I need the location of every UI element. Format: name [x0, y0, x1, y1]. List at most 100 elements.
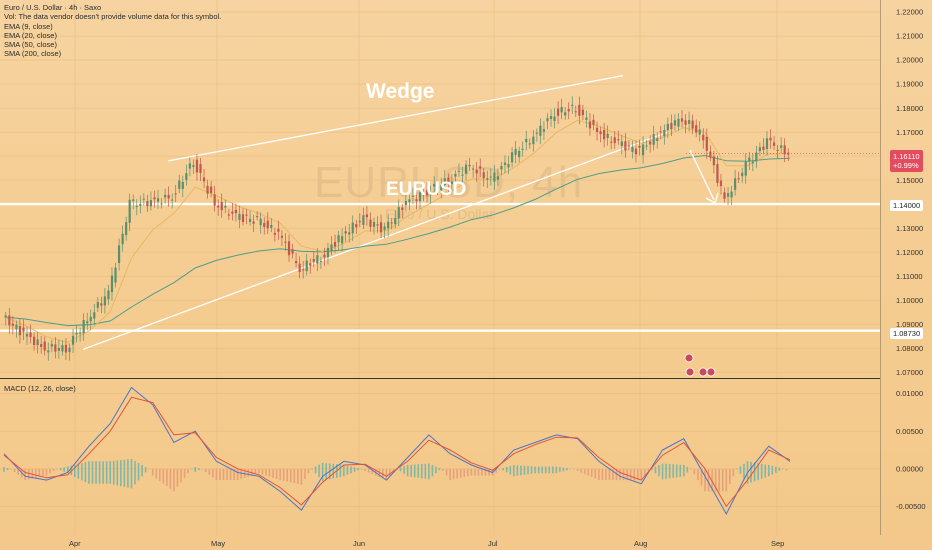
- candle-body[interactable]: [114, 267, 117, 283]
- candle-body[interactable]: [627, 145, 631, 147]
- candle-body[interactable]: [606, 133, 609, 138]
- candle-body[interactable]: [769, 137, 772, 141]
- candle-body[interactable]: [472, 168, 475, 170]
- candle-body[interactable]: [656, 138, 659, 142]
- candle-body[interactable]: [514, 149, 517, 155]
- candle-body[interactable]: [780, 145, 783, 148]
- candle-body[interactable]: [284, 241, 287, 243]
- candle-body[interactable]: [135, 205, 138, 207]
- candle-body[interactable]: [401, 207, 404, 211]
- candle-body[interactable]: [266, 220, 269, 229]
- candle-body[interactable]: [486, 178, 489, 180]
- candle-body[interactable]: [32, 336, 36, 345]
- candle-body[interactable]: [549, 116, 553, 120]
- candle-body[interactable]: [525, 139, 528, 143]
- candle-body[interactable]: [613, 137, 616, 144]
- candle-body[interactable]: [695, 125, 698, 133]
- candle-body[interactable]: [539, 125, 542, 136]
- candle-body[interactable]: [638, 145, 641, 148]
- candle-body[interactable]: [535, 132, 538, 134]
- candle-body[interactable]: [673, 120, 677, 126]
- candle-body[interactable]: [776, 149, 779, 151]
- candle-body[interactable]: [496, 176, 500, 180]
- candle-body[interactable]: [723, 192, 726, 199]
- candle-body[interactable]: [89, 316, 92, 322]
- candle-body[interactable]: [40, 344, 43, 347]
- candle-body[interactable]: [755, 152, 758, 162]
- candle-body[interactable]: [649, 141, 652, 145]
- candle-body[interactable]: [702, 134, 705, 141]
- event-marker[interactable]: [706, 367, 716, 377]
- candle-body[interactable]: [429, 193, 432, 196]
- candle-body[interactable]: [542, 129, 546, 132]
- candle-body[interactable]: [592, 119, 595, 125]
- candle-body[interactable]: [595, 127, 599, 133]
- projection-arrow-line[interactable]: [689, 149, 715, 201]
- candle-body[interactable]: [323, 254, 326, 258]
- candle-body[interactable]: [309, 263, 312, 266]
- candle-body[interactable]: [103, 296, 107, 306]
- candle-body[interactable]: [142, 198, 145, 200]
- candle-body[interactable]: [418, 192, 422, 202]
- candle-body[interactable]: [397, 207, 400, 219]
- candle-body[interactable]: [737, 178, 740, 180]
- candle-body[interactable]: [319, 261, 322, 263]
- candle-body[interactable]: [684, 120, 687, 125]
- candle-body[interactable]: [411, 195, 415, 197]
- candle-body[interactable]: [436, 186, 439, 189]
- event-marker[interactable]: [685, 367, 695, 377]
- candle-body[interactable]: [741, 172, 744, 177]
- signal-line[interactable]: [3, 396, 791, 508]
- candle-body[interactable]: [734, 178, 737, 190]
- candle-body[interactable]: [206, 185, 209, 194]
- candle-body[interactable]: [408, 199, 411, 203]
- candle-body[interactable]: [762, 146, 765, 150]
- candle-body[interactable]: [248, 218, 252, 222]
- candle-body[interactable]: [500, 166, 503, 170]
- candle-body[interactable]: [641, 144, 645, 156]
- candle-body[interactable]: [581, 109, 584, 116]
- candle-body[interactable]: [394, 218, 397, 225]
- candle-body[interactable]: [744, 161, 747, 176]
- candle-body[interactable]: [532, 136, 535, 145]
- candle-body[interactable]: [620, 141, 623, 147]
- candle-body[interactable]: [160, 203, 163, 205]
- candle-body[interactable]: [372, 222, 376, 227]
- candle-body[interactable]: [294, 261, 298, 264]
- candle-body[interactable]: [344, 231, 347, 234]
- candle-body[interactable]: [100, 303, 103, 306]
- candle-body[interactable]: [691, 120, 694, 129]
- candle-body[interactable]: [36, 339, 39, 346]
- candle-body[interactable]: [362, 215, 365, 225]
- candle-body[interactable]: [493, 172, 496, 182]
- candle-body[interactable]: [358, 221, 361, 223]
- candle-body[interactable]: [719, 180, 723, 187]
- candle-body[interactable]: [518, 150, 521, 158]
- candle-body[interactable]: [146, 201, 149, 207]
- candle-body[interactable]: [302, 269, 305, 271]
- candle-body[interactable]: [415, 199, 418, 202]
- candle-body[interactable]: [369, 219, 372, 227]
- candle-body[interactable]: [71, 335, 75, 345]
- wedge-upper-trendline[interactable]: [168, 75, 624, 162]
- candle-body[interactable]: [256, 216, 259, 218]
- candle-body[interactable]: [57, 347, 60, 351]
- candle-body[interactable]: [287, 241, 291, 256]
- candle-body[interactable]: [96, 302, 99, 308]
- candle-body[interactable]: [4, 315, 7, 317]
- candle-body[interactable]: [107, 290, 110, 300]
- candle-body[interactable]: [181, 181, 184, 189]
- candle-body[interactable]: [238, 214, 241, 220]
- candle-body[interactable]: [341, 236, 344, 244]
- candle-body[interactable]: [86, 321, 89, 324]
- candle-body[interactable]: [348, 232, 351, 235]
- chart-title[interactable]: Euro / U.S. Dollar · 4h · Saxo: [4, 3, 102, 12]
- candle-body[interactable]: [61, 345, 64, 352]
- candle-body[interactable]: [574, 111, 577, 113]
- candle-body[interactable]: [461, 174, 464, 176]
- candle-body[interactable]: [365, 214, 369, 218]
- candle-body[interactable]: [210, 186, 213, 193]
- candle-body[interactable]: [387, 221, 390, 229]
- candle-body[interactable]: [507, 164, 510, 168]
